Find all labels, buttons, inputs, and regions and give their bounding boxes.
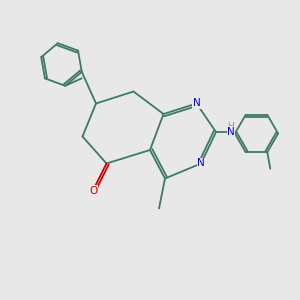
Text: N: N	[197, 158, 205, 169]
Text: H: H	[228, 122, 234, 131]
Text: N: N	[227, 127, 235, 137]
Text: N: N	[193, 98, 200, 109]
Text: O: O	[89, 185, 97, 196]
